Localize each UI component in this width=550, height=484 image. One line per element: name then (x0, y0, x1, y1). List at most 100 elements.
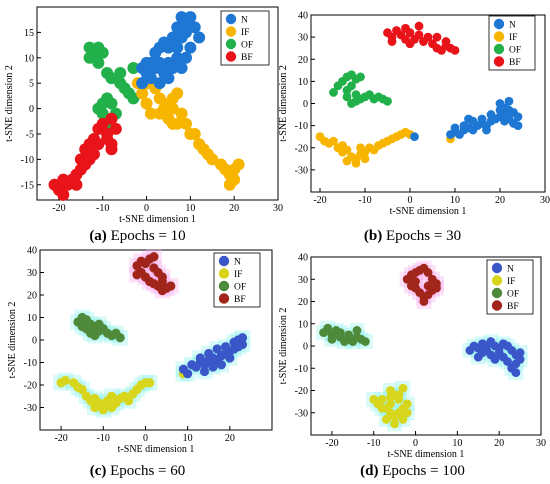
panel-a-point-if (136, 87, 149, 100)
panel-c-point-of (86, 328, 96, 338)
panel-a-legend-label-n: N (241, 16, 248, 26)
panel-a-y-tick-label: 5 (29, 79, 34, 90)
panel-b-legend-marker-if (493, 31, 505, 42)
panel-c-point-n (225, 353, 235, 363)
panel-c-x-tick-label: 10 (183, 433, 193, 444)
panel-b-x-tick-label: 0 (408, 195, 413, 206)
panel-c-x-tick-label: -10 (97, 433, 110, 444)
panel-a-legend-label-of: OF (241, 41, 253, 51)
panel-a-point-n (179, 51, 192, 64)
panel-a-point-of (105, 97, 118, 110)
panel-c-y-tick-label: -30 (24, 403, 37, 414)
panel-d-point-of (352, 326, 362, 335)
panel-d-point-n (490, 354, 500, 364)
panel-b-point-bf (414, 21, 424, 31)
panel-a-point-of (96, 46, 109, 59)
panel-c-legend-marker-n (218, 255, 230, 267)
panel-b-point-n (486, 110, 496, 119)
panel-d-point-if (402, 408, 412, 418)
panel-c-y-tick-label: -20 (24, 381, 37, 392)
panel-a-point-n (184, 11, 197, 24)
panel-c-point-n (204, 348, 214, 359)
panel-a-x-tick-label: 20 (229, 203, 239, 214)
panel-d-y-tick-label: -10 (295, 364, 308, 375)
panel-c-point-if (77, 384, 87, 395)
panel-d-point-if (402, 399, 412, 409)
panel-a-point-bf (96, 117, 109, 130)
panel-d-point-if (390, 419, 400, 429)
panel-d-y-tick-label: -30 (295, 408, 308, 419)
panel-a-x-tick-label: 30 (273, 203, 283, 214)
panel-c-point-bf (166, 281, 176, 291)
panel-d-x-tick-label: 20 (494, 438, 504, 449)
panel-a-point-n (175, 61, 188, 74)
panel-a-legend-label-if: IF (241, 28, 249, 38)
panel-c-y-tick-label: 40 (27, 246, 37, 257)
panel-a-x-axis-label: t-SNE dimension 1 (119, 214, 196, 225)
panel-c-point-if (123, 396, 134, 406)
panel-c-point-of (94, 319, 104, 329)
panel-c-point-n (221, 342, 231, 352)
panel-b-x-tick-label: -10 (358, 195, 371, 206)
panel-b-point-n (464, 114, 473, 124)
panel-a-point-n (136, 61, 149, 74)
panel-a-point-of (83, 51, 96, 64)
panel-d-point-if (386, 399, 395, 409)
panel-d-point-if (398, 415, 408, 424)
panel-d-y-tick-label: 0 (303, 342, 308, 353)
panel-a-y-tick-label: 0 (29, 104, 34, 115)
panel-b-y-tick-label: 30 (298, 33, 308, 44)
panel-c-point-n (212, 344, 222, 354)
panel-d-point-if (386, 392, 395, 402)
panel-a-point-n (162, 41, 175, 54)
panel-c-y-tick-label: 10 (27, 313, 37, 324)
panel-a-y-tick-label: -15 (21, 180, 34, 191)
caption-d-tag: (d) (360, 463, 379, 479)
panel-b-x-tick-label: 20 (495, 195, 505, 206)
panel-d-point-n (511, 368, 521, 378)
panel-d-x-tick-label: 10 (452, 438, 462, 449)
panel-b-point-n (459, 121, 469, 131)
panel-b-y-tick-label: -20 (295, 143, 308, 154)
panel-a-point-if (140, 97, 153, 110)
panel-a-y-tick-label: 10 (24, 53, 34, 64)
panel-d-point-if (398, 383, 408, 393)
panel-a-legend-label-bf: BF (241, 53, 253, 63)
panel-a-point-if (166, 102, 179, 115)
panel-c-point-n (183, 369, 193, 379)
panel-a-x-tick-label: 10 (185, 203, 195, 214)
panel-b-point-n (500, 116, 509, 126)
panel-a-legend-marker-n (225, 13, 237, 25)
panel-a-point-bf (105, 143, 118, 156)
panel-b-x-tick-label: -20 (313, 195, 326, 206)
panel-d-x-tick-label: 0 (413, 438, 418, 449)
panel-c-legend-marker-bf (218, 293, 230, 304)
panel-b-point-bf (414, 30, 424, 40)
panel-d-point-bf (432, 283, 441, 293)
panel-d-legend-marker-n (491, 262, 503, 274)
panel-c-legend-label-of: OF (234, 283, 246, 293)
caption-c-text: Epochs = 60 (106, 463, 186, 479)
panel-d-point-n (482, 346, 492, 355)
panel-d-point-if (377, 403, 387, 413)
panel-a-point-bf (70, 178, 83, 191)
panel-a-point-bf (105, 112, 118, 125)
panel-c-point-n (208, 362, 218, 372)
panel-a-point-n (162, 72, 175, 85)
panel-c-point-if (98, 405, 108, 415)
panel-b-point-n (410, 132, 419, 142)
panel-d-point-bf (411, 277, 420, 286)
panel-c-y-tick-label: 0 (32, 336, 37, 347)
panel-c-point-of (115, 333, 125, 343)
panel-c-point-n (237, 333, 248, 343)
panel-c-y-tick-label: 20 (27, 291, 37, 302)
panel-c-legend-label-bf: BF (234, 295, 246, 305)
panel-a-point-n (171, 51, 184, 64)
panel-d-point-bf (423, 281, 433, 291)
panel-d: -20 -10 0 10 20 30 -30 -20 -10 0 10 20 30 40 t-SNE dim… (278, 253, 546, 461)
panel-d-legend-label-of: OF (507, 290, 519, 300)
panel-d-point-n (515, 348, 525, 358)
panel-d-x-axis-label: t-SNE dimension 1 (388, 449, 465, 460)
panel-b-point-of (356, 72, 365, 82)
caption-b-tag: (b) (363, 228, 383, 244)
